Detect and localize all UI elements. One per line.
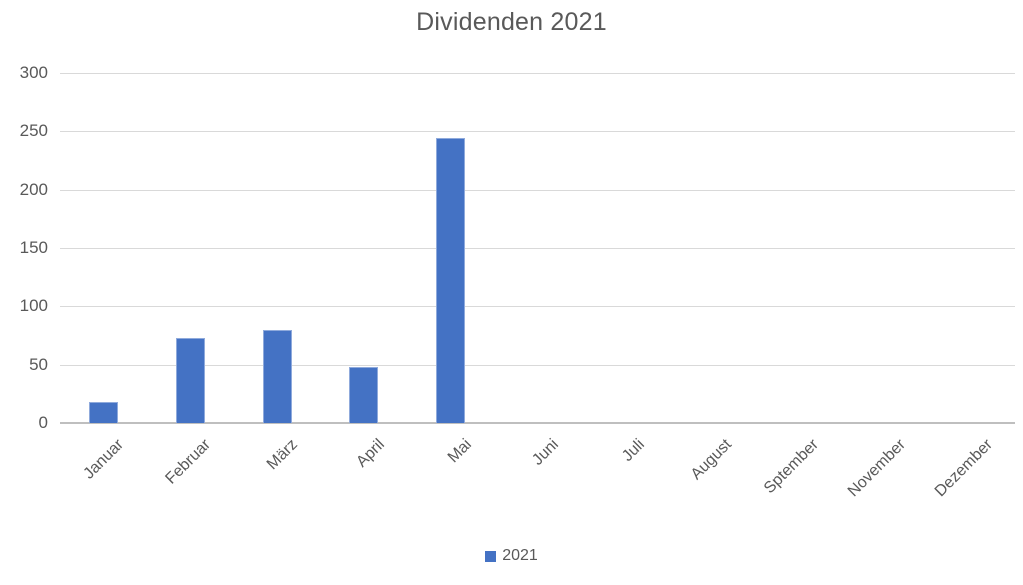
gridline-150 (60, 248, 1015, 249)
x-tick-label-august: August (687, 436, 736, 484)
gridline-300 (60, 73, 1015, 74)
y-tick-label-150: 150 (19, 238, 48, 257)
x-tick-label-juli: Juli (619, 436, 649, 466)
y-tick-label-100: 100 (19, 296, 48, 316)
x-tick-label-januar: Januar (80, 436, 128, 483)
y-tick-label-50: 50 (29, 354, 48, 374)
x-tick-label-sptember: Sptember (760, 436, 822, 498)
gridline-200 (60, 189, 1015, 191)
y-tick-label-300: 300 (19, 63, 48, 82)
x-tick-label-november: November (844, 436, 909, 501)
y-tick-label-200: 200 (19, 179, 48, 199)
x-tick-label-februar: Februar (162, 436, 215, 488)
plot-area (60, 73, 1015, 424)
y-tick-label-250: 250 (19, 121, 48, 141)
bar-februar (175, 337, 205, 423)
x-tick-label-juni: Juni (528, 436, 562, 469)
x-tick-label-dezember: Dezember (931, 436, 996, 501)
x-tick-label-märz: März (263, 436, 302, 474)
chart-title: Dividenden 2021 (416, 8, 607, 36)
x-axis-line (60, 422, 1015, 424)
legend: 2021 (0, 547, 1023, 565)
bar-januar (88, 402, 118, 423)
bar-märz (262, 329, 292, 423)
legend-label-2021: 2021 (502, 547, 538, 564)
bar-mai (436, 138, 466, 423)
gridline-250 (60, 131, 1015, 133)
legend-swatch-2021 (485, 550, 497, 562)
gridline-100 (60, 306, 1015, 308)
x-tick-label-mai: Mai (444, 436, 475, 467)
y-tick-label-0: 0 (38, 413, 48, 432)
bar-april (349, 367, 379, 423)
gridline-50 (60, 364, 1015, 366)
x-tick-label-april: April (353, 436, 388, 471)
